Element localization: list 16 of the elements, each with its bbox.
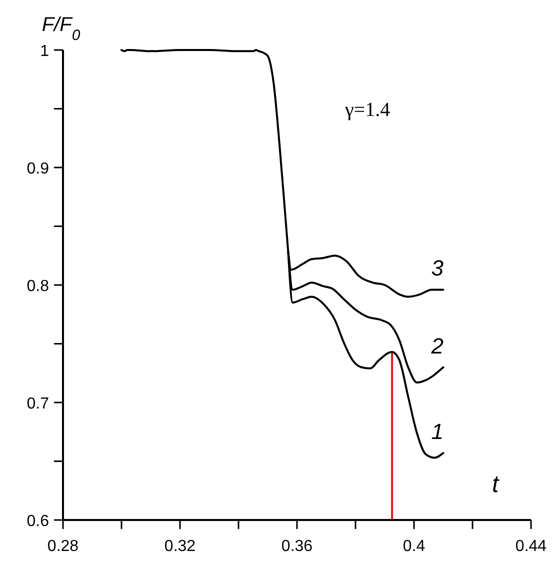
annotation: γ=1.4 — [344, 99, 390, 121]
series-label: 1 — [431, 419, 444, 444]
x-tick-label: 0.44 — [515, 538, 547, 555]
y-tick-label: 0.9 — [26, 160, 50, 178]
y-tick-label: 0.6 — [26, 513, 50, 530]
series-label: 3 — [431, 256, 444, 281]
x-tick-label: 0.28 — [47, 538, 79, 555]
series-label: 2 — [430, 333, 444, 358]
x-tick-label: 0.32 — [164, 538, 196, 555]
y-tick-label: 1 — [40, 43, 50, 60]
y-tick-label: 0.7 — [26, 396, 50, 412]
y-tick-label: 0.8 — [26, 278, 50, 295]
x-tick-label: 0.36 — [281, 538, 313, 555]
x-axis-title: t — [492, 471, 500, 498]
x-tick-label: 0.4 — [402, 538, 426, 555]
y-axis-title: F/F$_{0}$ — [42, 14, 81, 44]
